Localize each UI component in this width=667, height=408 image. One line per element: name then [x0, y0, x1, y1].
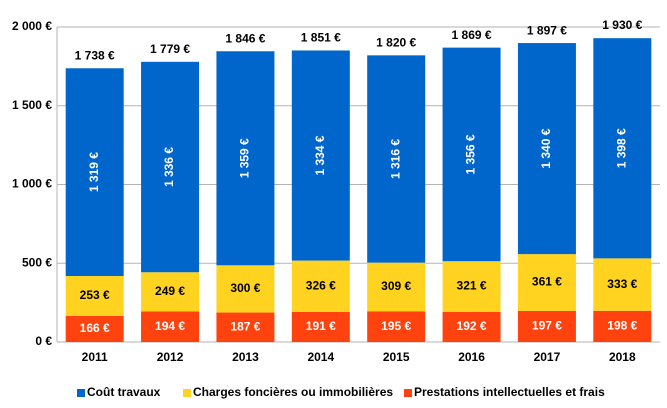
bar-segment — [141, 61, 200, 273]
bar-segment — [216, 51, 275, 266]
bar-segment — [593, 310, 652, 342]
y-tick-label: 2 000 € — [12, 19, 52, 33]
total-label: 1 820 € — [376, 36, 416, 50]
bar-segment — [141, 272, 200, 312]
legend-swatch — [77, 389, 85, 397]
bar-segment — [65, 68, 124, 277]
x-tick-label: 2015 — [383, 350, 410, 364]
legend-label: Charges foncières ou immobilières — [193, 385, 393, 399]
legend-swatch — [183, 389, 191, 397]
data-label: 192 € — [457, 319, 487, 333]
bar-segment — [442, 47, 501, 262]
x-tick-label: 2011 — [82, 350, 108, 364]
bar-segment — [291, 311, 350, 342]
bar-segment — [367, 55, 426, 263]
data-label: 194 € — [155, 319, 185, 333]
data-label: 326 € — [306, 278, 336, 292]
bar-segment — [291, 260, 350, 312]
y-tick-label: 500 € — [22, 255, 52, 269]
bar-segment — [593, 38, 652, 259]
data-label: 166 € — [80, 321, 110, 335]
data-label: 1 316 € — [388, 139, 402, 179]
bar-segment — [65, 315, 124, 342]
x-tick-label: 2017 — [534, 350, 561, 364]
data-label: 300 € — [230, 281, 260, 295]
x-tick-label: 2013 — [232, 350, 259, 364]
x-tick-label: 2014 — [307, 350, 334, 364]
data-label: 253 € — [80, 288, 110, 302]
data-label: 197 € — [532, 319, 562, 333]
data-label: 1 356 € — [464, 134, 478, 174]
x-tick-label: 2016 — [458, 350, 485, 364]
bar-segment — [442, 261, 501, 312]
bar-segment — [65, 276, 124, 316]
total-label: 1 846 € — [225, 31, 265, 45]
bar-segment — [517, 43, 576, 255]
bar-segment — [442, 311, 501, 342]
total-label: 1 738 € — [75, 48, 115, 62]
data-label: 1 359 € — [238, 138, 252, 178]
bar-segment — [517, 254, 576, 311]
bar-segment — [593, 258, 652, 311]
total-label: 1 897 € — [527, 23, 567, 37]
bar-segment — [216, 312, 275, 342]
data-label: 249 € — [155, 284, 185, 298]
bar-segment — [367, 262, 426, 312]
bar-segment — [216, 265, 275, 313]
data-label: 1 340 € — [539, 128, 553, 168]
data-label: 1 319 € — [87, 152, 101, 192]
data-label: 198 € — [607, 319, 637, 333]
data-label: 309 € — [381, 279, 411, 293]
y-tick-label: 1 000 € — [12, 177, 52, 191]
data-label: 1 336 € — [162, 147, 176, 187]
total-label: 1 851 € — [301, 31, 341, 45]
data-label: 1 398 € — [614, 128, 628, 168]
data-label: 1 334 € — [313, 135, 327, 175]
x-tick-label: 2012 — [157, 350, 184, 364]
bar-segment — [291, 50, 350, 261]
legend-swatch — [404, 389, 412, 397]
y-tick-label: 0 € — [35, 334, 52, 348]
data-label: 187 € — [230, 319, 260, 333]
y-tick-label: 1 500 € — [12, 98, 52, 112]
data-label: 321 € — [457, 279, 487, 293]
total-label: 1 779 € — [150, 42, 190, 56]
data-label: 361 € — [532, 275, 562, 289]
bar-segment — [517, 310, 576, 342]
data-label: 195 € — [381, 319, 411, 333]
legend-label: Prestations intellectuelles et frais — [414, 385, 605, 399]
bar-segment — [367, 311, 426, 342]
data-label: 191 € — [306, 319, 336, 333]
x-tick-label: 2018 — [609, 350, 636, 364]
legend-label: Coût travaux — [87, 385, 161, 399]
total-label: 1 869 € — [452, 28, 492, 42]
total-label: 1 930 € — [602, 18, 642, 32]
data-label: 333 € — [607, 277, 637, 291]
bar-segment — [141, 311, 200, 342]
